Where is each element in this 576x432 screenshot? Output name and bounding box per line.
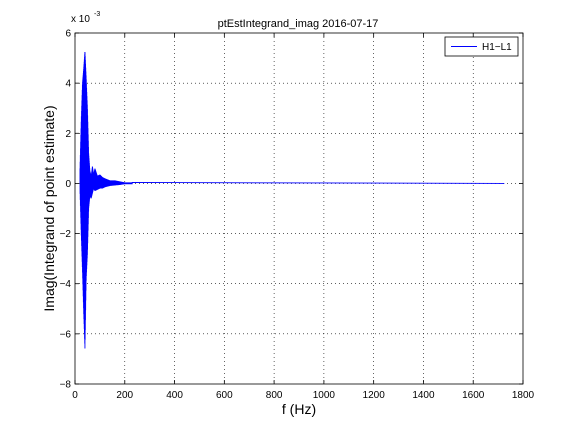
y-axis-label: Imag(Integrand of point estimate) xyxy=(41,105,57,311)
series-line-h1-l1 xyxy=(79,51,505,349)
x-axis-label: f (Hz) xyxy=(282,401,316,417)
x-tick-label: 1400 xyxy=(412,390,435,401)
y-tick-label: 2 xyxy=(65,129,71,140)
x-tick-label: 400 xyxy=(166,390,183,401)
y-tick-label: 6 xyxy=(65,29,71,40)
axes-box xyxy=(74,32,524,385)
x-tick-label: 1200 xyxy=(363,390,386,401)
legend-label-h1-l1: H1−L1 xyxy=(482,42,512,53)
grid xyxy=(75,33,523,384)
x-tick-label: 600 xyxy=(216,390,233,401)
y-tick-label: −2 xyxy=(60,229,72,240)
y-tick-label: −4 xyxy=(60,279,72,290)
x-tick-label: 800 xyxy=(266,390,283,401)
axis-ticks: 0 200 400 600 800 1000 1200 1400 1600 1800 −8 −6 −4 −… xyxy=(60,29,535,402)
y-tick-label: 4 xyxy=(65,79,71,90)
legend-box xyxy=(444,36,519,57)
y-tick-label: −6 xyxy=(60,329,72,340)
chart-title: ptEstIntegrand_imag 2016-07-17 xyxy=(218,18,379,30)
y-tick-label: 0 xyxy=(65,179,71,190)
y-exponent-base: x 10 xyxy=(71,14,90,25)
x-tick-label: 1600 xyxy=(462,390,485,401)
x-tick-label: 200 xyxy=(116,390,133,401)
y-tick-label: −8 xyxy=(60,380,72,391)
y-exponent-power: -3 xyxy=(94,11,100,18)
x-tick-label: 0 xyxy=(72,390,78,401)
legend: H1−L1 xyxy=(444,36,519,57)
x-tick-label: 1000 xyxy=(313,390,336,401)
y-exponent: x 10 -3 xyxy=(71,11,100,25)
x-tick-label: 1800 xyxy=(512,390,535,401)
plot-area xyxy=(79,51,505,349)
